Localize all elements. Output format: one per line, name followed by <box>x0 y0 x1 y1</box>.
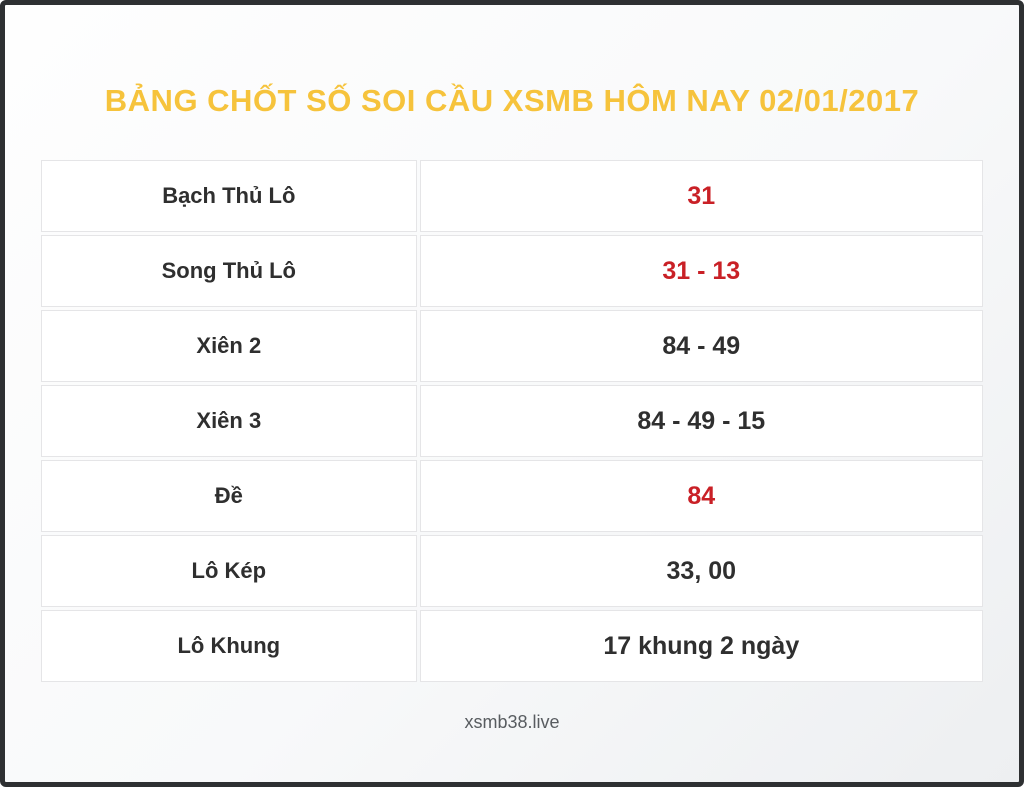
table-row: Lô Khung 17 khung 2 ngày <box>41 610 983 682</box>
row-value: 33, 00 <box>419 535 983 607</box>
table-row: Đề 84 <box>41 460 983 532</box>
site-footer-text: xsmb38.live <box>464 712 560 732</box>
row-label: Xiên 3 <box>41 385 417 457</box>
row-value: 84 - 49 - 15 <box>419 385 983 457</box>
row-label: Xiên 2 <box>41 310 417 382</box>
table-row: Xiên 2 84 - 49 <box>41 310 983 382</box>
prediction-table-body: Bạch Thủ Lô 31 Song Thủ Lô 31 - 13 Xiên 2 84 … <box>41 160 983 682</box>
table-row: Lô Kép 33, 00 <box>41 535 983 607</box>
row-label: Đề <box>41 460 417 532</box>
table-row: Xiên 3 84 - 49 - 15 <box>41 385 983 457</box>
page-title: BẢNG CHỐT SỐ SOI CẦU XSMB HÔM NAY 02/01/… <box>104 83 920 118</box>
row-value: 31 <box>419 160 983 232</box>
table-row: Bạch Thủ Lô 31 <box>41 160 983 232</box>
row-value: 17 khung 2 ngày <box>419 610 983 682</box>
row-label: Song Thủ Lô <box>41 235 417 307</box>
prediction-table: Bạch Thủ Lô 31 Song Thủ Lô 31 - 13 Xiên 2 84 … <box>38 157 986 685</box>
row-value: 84 - 49 <box>419 310 983 382</box>
table-row: Song Thủ Lô 31 - 13 <box>41 235 983 307</box>
row-value: 31 - 13 <box>419 235 983 307</box>
row-label: Lô Kép <box>41 535 417 607</box>
row-value: 84 <box>419 460 983 532</box>
row-label: Lô Khung <box>41 610 417 682</box>
row-label: Bạch Thủ Lô <box>41 160 417 232</box>
